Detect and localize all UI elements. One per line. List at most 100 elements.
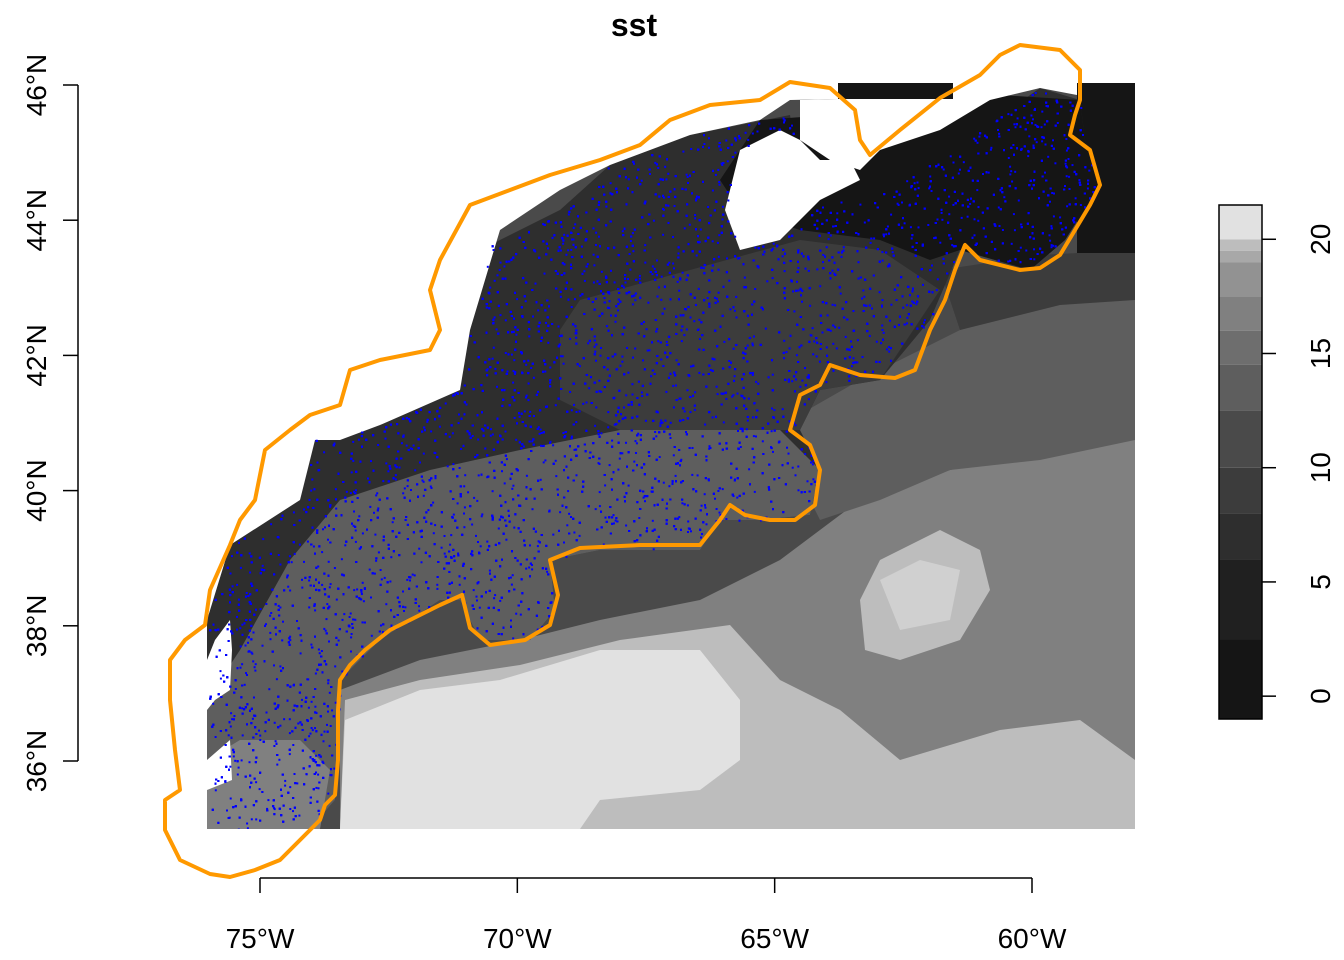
sample-point xyxy=(504,352,507,354)
sample-point xyxy=(905,304,908,307)
sample-point xyxy=(266,807,269,810)
sample-point xyxy=(669,437,672,439)
sample-point xyxy=(960,216,963,219)
sample-point xyxy=(334,488,337,491)
sample-point xyxy=(314,672,317,675)
sample-point xyxy=(516,298,519,301)
sample-point xyxy=(494,594,497,597)
sample-point xyxy=(895,299,898,301)
sample-point xyxy=(614,320,617,323)
sample-point xyxy=(940,211,943,214)
sample-point xyxy=(458,583,461,586)
sample-point xyxy=(669,421,672,424)
sample-point xyxy=(861,356,864,358)
sample-point xyxy=(857,261,860,264)
sample-point xyxy=(314,705,317,708)
sample-point xyxy=(806,480,809,483)
sample-point xyxy=(492,346,495,349)
sample-point xyxy=(289,786,292,789)
sample-point xyxy=(215,629,218,632)
sample-point xyxy=(638,517,641,519)
sample-point xyxy=(915,303,918,306)
sample-point xyxy=(1041,110,1044,113)
sample-point xyxy=(249,571,252,574)
sample-point xyxy=(264,730,267,733)
sample-point xyxy=(552,444,555,447)
sample-point xyxy=(725,518,728,520)
sample-point xyxy=(361,621,364,624)
sample-point xyxy=(322,762,325,765)
sample-point xyxy=(391,521,394,524)
sample-point xyxy=(634,440,637,443)
map-title: sst xyxy=(611,7,658,43)
sample-point xyxy=(754,288,757,290)
sample-point xyxy=(633,162,635,165)
sample-point xyxy=(265,603,268,605)
sample-point xyxy=(792,290,795,293)
sample-point xyxy=(660,298,663,301)
sample-point xyxy=(575,474,578,477)
sample-point xyxy=(1068,175,1071,178)
sample-point xyxy=(463,506,466,509)
sample-point xyxy=(279,724,282,727)
sample-point xyxy=(412,444,415,447)
sample-point xyxy=(781,408,784,411)
sample-point xyxy=(859,203,862,206)
sample-point xyxy=(673,205,676,207)
sample-point xyxy=(1071,164,1074,167)
sample-point xyxy=(881,299,884,302)
sample-point xyxy=(352,459,355,462)
sample-point xyxy=(472,589,475,592)
sample-point xyxy=(227,734,230,737)
sample-point xyxy=(703,263,706,266)
sample-point xyxy=(308,735,311,738)
sample-point xyxy=(674,474,677,477)
sample-point xyxy=(593,264,596,267)
sample-point xyxy=(733,309,736,312)
sample-point xyxy=(477,438,480,441)
sample-point xyxy=(685,328,688,331)
sample-point xyxy=(648,349,651,352)
sample-point xyxy=(672,384,675,387)
sample-point xyxy=(649,173,651,175)
sample-point xyxy=(722,421,725,424)
sample-point xyxy=(269,631,272,634)
sample-point xyxy=(287,585,290,588)
sample-point xyxy=(236,583,239,586)
sample-point xyxy=(310,700,313,703)
sample-point xyxy=(708,146,710,149)
sample-point xyxy=(505,458,508,461)
sample-point xyxy=(791,124,793,127)
sample-point xyxy=(673,267,675,270)
sample-point xyxy=(471,435,474,437)
sample-point xyxy=(1011,180,1014,183)
sample-point xyxy=(284,784,287,787)
sample-point xyxy=(493,279,496,282)
sample-point xyxy=(885,233,888,236)
sample-point xyxy=(552,533,555,536)
sample-point xyxy=(308,579,311,582)
sample-point xyxy=(489,286,492,289)
sample-point xyxy=(739,427,742,430)
sample-point xyxy=(656,259,658,262)
sample-point xyxy=(766,280,769,283)
sample-point xyxy=(694,217,697,220)
sample-point xyxy=(631,232,634,235)
sample-point xyxy=(288,732,291,735)
sample-point xyxy=(1056,122,1059,124)
sample-point xyxy=(1066,205,1069,208)
sample-point xyxy=(510,583,513,586)
sample-point xyxy=(748,468,751,471)
sample-point xyxy=(813,340,816,343)
sample-point xyxy=(642,496,645,499)
sample-point xyxy=(310,489,313,492)
sample-point xyxy=(499,314,502,317)
sample-point xyxy=(312,545,315,548)
sample-point xyxy=(229,765,232,768)
sample-point xyxy=(315,786,318,789)
sample-point xyxy=(680,340,683,343)
sample-point xyxy=(801,290,804,292)
sample-point xyxy=(525,567,528,570)
sample-point xyxy=(273,664,275,667)
sample-point xyxy=(632,250,635,253)
